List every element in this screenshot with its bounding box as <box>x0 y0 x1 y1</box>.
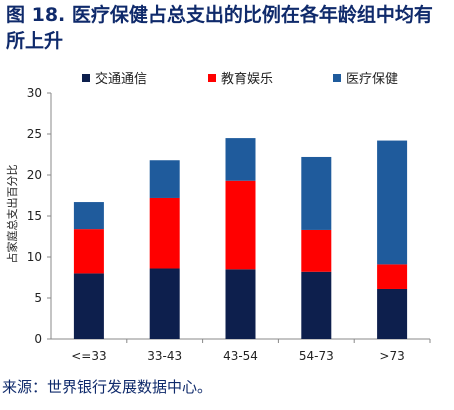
legend-item-healthcare: 医疗保健 <box>333 68 398 87</box>
x-tick-label: 43-54 <box>223 349 258 363</box>
y-tick-label: 10 <box>27 250 42 264</box>
bar-segment-education <box>149 197 180 269</box>
bar-segment-education <box>73 229 104 274</box>
source-note: 来源：世界银行发展数据中心。 <box>2 378 213 396</box>
bar-segment-healthcare <box>377 140 408 265</box>
legend: 交通通信 教育娱乐 医疗保健 <box>0 68 454 87</box>
bar-segment-transport <box>225 269 256 339</box>
legend-item-education: 教育娱乐 <box>208 68 273 87</box>
legend-label-healthcare: 医疗保健 <box>346 72 399 87</box>
legend-swatch-education <box>208 73 216 82</box>
y-tick-label: 0 <box>34 332 42 346</box>
bar-segment-education <box>225 180 256 270</box>
x-tick-label: <=33 <box>71 349 106 363</box>
bar-segment-healthcare <box>301 156 332 230</box>
bar-segment-transport <box>73 273 104 339</box>
legend-label-education: 教育娱乐 <box>221 72 274 87</box>
chart-title: 图 18. 医疗保健占总支出的比例在各年龄组中均有所上升 <box>6 4 433 52</box>
bar-segment-education <box>377 264 408 289</box>
bar-segment-healthcare <box>73 202 104 230</box>
bar-segment-transport <box>377 288 408 339</box>
y-tick-label: 30 <box>27 86 42 100</box>
legend-item-transport: 交通通信 <box>82 68 147 87</box>
legend-label-transport: 交通通信 <box>95 72 148 87</box>
bar-segment-transport <box>301 271 332 339</box>
x-tick-label: >73 <box>379 349 404 363</box>
bar-segment-healthcare <box>149 160 180 198</box>
bar-segment-healthcare <box>225 138 256 181</box>
x-tick-label: 33-43 <box>147 349 182 363</box>
bar-segment-education <box>301 229 332 272</box>
x-tick-label: 54-73 <box>299 349 334 363</box>
y-tick-label: 15 <box>27 209 42 223</box>
y-tick-label: 5 <box>34 291 42 305</box>
y-tick-label: 20 <box>27 168 42 182</box>
legend-swatch-healthcare <box>333 73 341 82</box>
bar-segment-transport <box>149 268 180 339</box>
y-tick-label: 25 <box>27 127 42 141</box>
legend-swatch-transport <box>82 73 90 82</box>
